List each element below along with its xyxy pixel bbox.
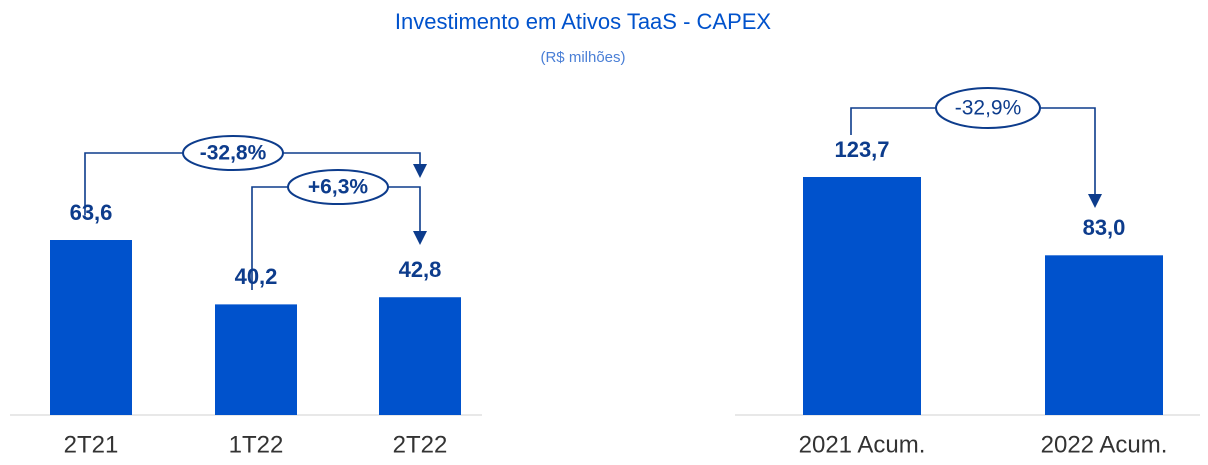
bar xyxy=(50,240,132,415)
x-tick-label: 2T22 xyxy=(393,431,448,458)
bar xyxy=(379,297,461,415)
bar xyxy=(1045,255,1163,415)
x-tick-label: 2021 Acum. xyxy=(799,431,926,458)
bar xyxy=(803,177,921,415)
value-label: 63,6 xyxy=(70,200,113,225)
value-label: 42,8 xyxy=(399,257,442,282)
bar xyxy=(215,304,297,415)
chart-title: Investimento em Ativos TaaS - CAPEX xyxy=(395,9,772,34)
x-tick-label: 2022 Acum. xyxy=(1041,431,1168,458)
annotation-arrowhead xyxy=(1088,194,1102,208)
annotation-ellipse xyxy=(182,135,284,171)
value-label: 123,7 xyxy=(834,137,889,162)
annotation-ellipse xyxy=(287,169,389,205)
annotation-arrowhead xyxy=(413,231,427,245)
chart-subtitle: (R$ milhões) xyxy=(540,49,625,66)
annotation-label: -32,9% xyxy=(955,97,1022,120)
annotation-ellipse xyxy=(935,87,1041,129)
x-tick-label: 2T21 xyxy=(64,431,119,458)
value-label: 83,0 xyxy=(1083,215,1126,240)
annotation-label: +6,3% xyxy=(308,176,368,199)
annotation-label: -32,8% xyxy=(200,142,267,165)
value-label: 40,2 xyxy=(235,264,278,289)
annotation-arrowhead xyxy=(413,164,427,178)
x-tick-label: 1T22 xyxy=(229,431,284,458)
